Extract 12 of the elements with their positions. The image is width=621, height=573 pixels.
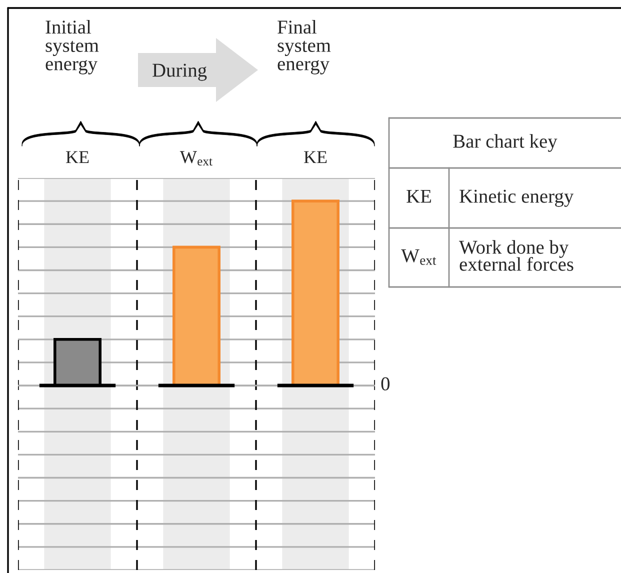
text: KE bbox=[406, 190, 431, 203]
x-tick-label: KE bbox=[66, 151, 89, 164]
text: Initial system energy bbox=[46, 20, 99, 74]
ref-line-label: 0 bbox=[381, 377, 390, 390]
text: Work done by external forces bbox=[459, 240, 574, 271]
x-tick-label: W$_{ext}$ bbox=[180, 151, 212, 166]
text: Kinetic energy bbox=[460, 190, 574, 207]
x-tick-label: KE bbox=[304, 151, 327, 164]
text: During bbox=[152, 64, 207, 81]
text: W$_{ext}$ bbox=[401, 249, 436, 265]
text: Bar chart key bbox=[453, 134, 558, 152]
text: Final system energy bbox=[278, 20, 331, 74]
